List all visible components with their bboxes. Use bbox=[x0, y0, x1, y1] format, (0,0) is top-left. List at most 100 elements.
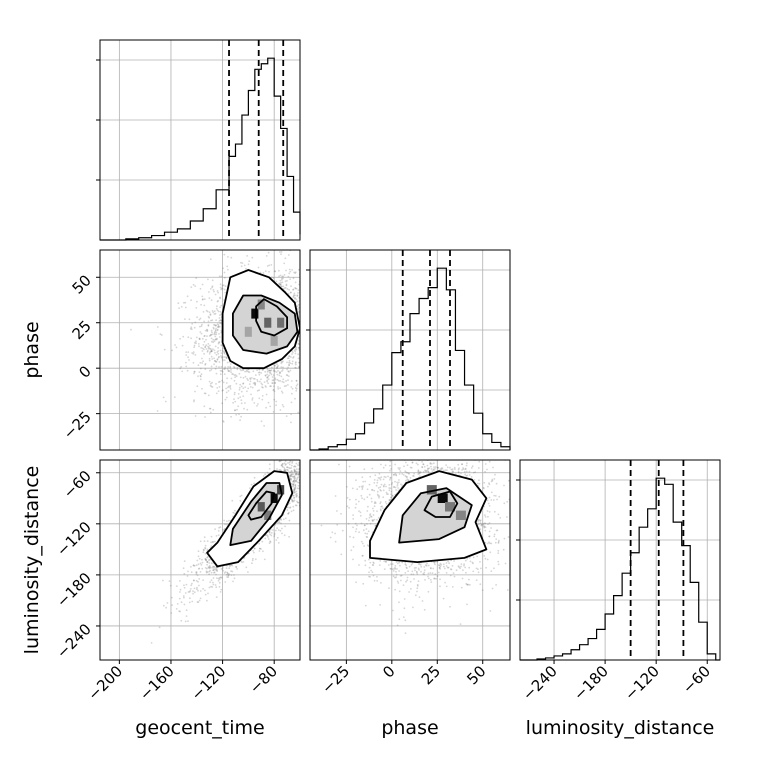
scatter-point bbox=[313, 464, 315, 466]
scatter-point bbox=[221, 358, 224, 361]
scatter-point bbox=[288, 268, 291, 271]
scatter-point bbox=[201, 362, 204, 364]
scatter-point bbox=[223, 276, 226, 279]
scatter-point bbox=[293, 475, 295, 478]
scatter-point bbox=[260, 420, 263, 423]
scatter-point bbox=[197, 364, 200, 367]
scatter-point bbox=[197, 580, 199, 583]
scatter-point bbox=[292, 484, 295, 487]
scatter-point bbox=[227, 574, 230, 577]
scatter-point bbox=[267, 251, 270, 254]
scatter-point bbox=[216, 328, 219, 331]
scatter-point bbox=[288, 474, 291, 477]
scatter-point bbox=[290, 474, 292, 477]
scatter-point bbox=[312, 284, 314, 286]
scatter-point bbox=[130, 328, 132, 331]
scatter-point bbox=[198, 345, 200, 348]
scatter-point bbox=[211, 350, 213, 353]
scatter-point bbox=[241, 368, 244, 371]
scatter-point bbox=[233, 366, 235, 368]
scatter-point bbox=[308, 448, 310, 450]
scatter-point bbox=[220, 588, 223, 591]
scatter-point bbox=[230, 256, 233, 259]
scatter-point bbox=[319, 434, 321, 436]
scatter-point bbox=[190, 326, 193, 329]
scatter-point bbox=[242, 561, 245, 563]
scatter-point bbox=[311, 468, 313, 470]
scatter-point bbox=[293, 481, 296, 484]
scatter-point bbox=[291, 499, 294, 502]
scatter-point bbox=[184, 301, 187, 304]
scatter-point bbox=[215, 324, 218, 326]
scatter-point bbox=[216, 305, 218, 308]
scatter-point bbox=[287, 366, 289, 369]
scatter-point bbox=[246, 255, 249, 257]
scatter-point bbox=[198, 578, 201, 580]
scatter-point bbox=[289, 475, 291, 478]
scatter-point bbox=[205, 570, 208, 573]
scatter-point bbox=[219, 373, 222, 376]
scatter-point bbox=[314, 335, 316, 337]
scatter-point bbox=[284, 286, 287, 289]
scatter-point bbox=[254, 374, 257, 376]
scatter-point bbox=[286, 509, 289, 511]
scatter-point bbox=[314, 214, 316, 216]
scatter-point bbox=[279, 387, 281, 389]
scatter-point bbox=[290, 458, 292, 460]
scatter-point bbox=[210, 585, 212, 588]
scatter-point bbox=[224, 571, 227, 573]
scatter-point bbox=[293, 475, 296, 477]
scatter-point bbox=[184, 620, 187, 623]
scatter-point bbox=[217, 350, 220, 352]
scatter-point bbox=[192, 592, 195, 595]
scatter-point bbox=[199, 325, 201, 328]
scatter-point bbox=[302, 314, 304, 316]
scatter-point bbox=[210, 535, 213, 538]
scatter-point bbox=[313, 306, 315, 308]
scatter-point bbox=[301, 483, 303, 485]
scatter-point bbox=[179, 588, 182, 591]
scatter-point bbox=[266, 367, 268, 370]
scatter-point bbox=[223, 288, 226, 291]
scatter-point bbox=[315, 457, 317, 459]
scatter-point bbox=[317, 333, 319, 335]
scatter-point bbox=[302, 319, 304, 321]
scatter-point bbox=[192, 353, 195, 355]
scatter-point bbox=[203, 540, 206, 542]
scatter-point bbox=[226, 571, 229, 574]
scatter-point bbox=[211, 541, 214, 544]
scatter-point bbox=[215, 361, 217, 363]
scatter-point bbox=[190, 571, 193, 574]
scatter-point bbox=[298, 458, 300, 460]
scatter-point bbox=[212, 289, 215, 291]
scatter-point bbox=[233, 374, 236, 376]
axes-frame bbox=[99, 39, 301, 241]
scatter-point bbox=[303, 277, 305, 279]
scatter-point bbox=[306, 307, 308, 309]
scatter-point bbox=[196, 574, 199, 577]
scatter-point bbox=[291, 471, 294, 474]
scatter-point bbox=[261, 398, 264, 401]
scatter-point bbox=[212, 338, 215, 341]
scatter-point bbox=[258, 371, 261, 374]
scatter-point bbox=[313, 267, 315, 269]
scatter-point bbox=[285, 380, 287, 382]
scatter-point bbox=[292, 288, 295, 291]
scatter-point bbox=[224, 285, 227, 288]
scatter-point bbox=[208, 316, 211, 319]
scatter-point bbox=[276, 468, 278, 470]
scatter-point bbox=[203, 320, 206, 323]
scatter-point bbox=[217, 579, 220, 582]
scatter-point bbox=[247, 379, 249, 381]
scatter-point bbox=[296, 500, 298, 503]
scatter-point bbox=[274, 381, 276, 384]
scatter-point bbox=[290, 285, 292, 288]
scatter-point bbox=[203, 348, 205, 351]
scatter-point bbox=[195, 277, 198, 279]
scatter-point bbox=[283, 466, 285, 469]
scatter-point bbox=[296, 383, 299, 386]
scatter-point bbox=[201, 283, 204, 286]
scatter-point bbox=[308, 486, 310, 488]
scatter-point bbox=[291, 460, 294, 463]
scatter-point bbox=[341, 314, 343, 316]
